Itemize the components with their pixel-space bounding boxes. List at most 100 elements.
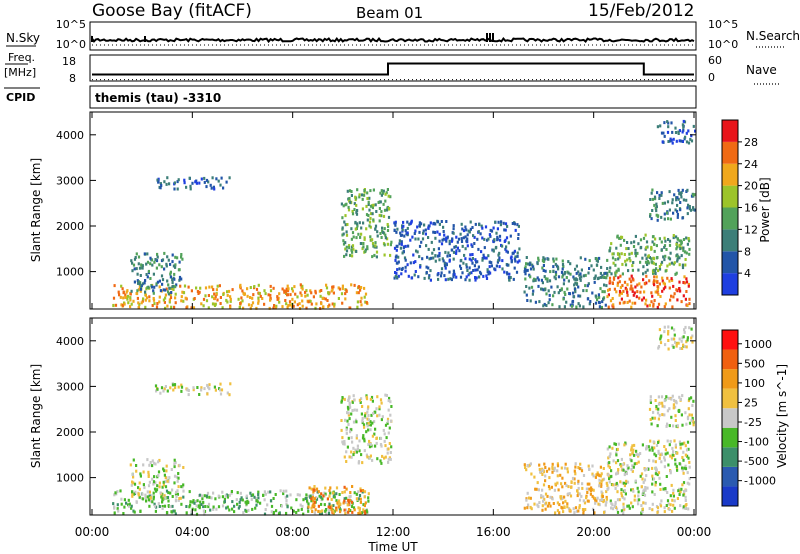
data-cell: [340, 202, 343, 206]
data-cell: [228, 289, 231, 293]
data-cell: [556, 462, 559, 466]
data-cell: [470, 243, 473, 247]
data-cell: [636, 498, 639, 502]
data-cell: [328, 489, 331, 493]
data-cell: [361, 436, 365, 440]
data-cell: [360, 412, 363, 416]
data-cell: [307, 300, 310, 304]
data-cell: [326, 497, 329, 501]
data-cell: [328, 508, 331, 512]
data-cell: [630, 241, 633, 245]
data-cell: [627, 466, 630, 470]
data-cell: [542, 304, 545, 308]
data-cell: [659, 504, 663, 508]
data-cell: [535, 487, 538, 491]
data-cell: [563, 278, 566, 282]
data-cell: [692, 419, 695, 423]
data-cell: [652, 440, 655, 444]
data-cell: [508, 278, 511, 282]
data-cell: [451, 237, 454, 241]
data-cell: [171, 285, 174, 289]
data-cell: [360, 226, 363, 230]
data-cell: [295, 498, 298, 502]
data-cell: [663, 134, 666, 138]
data-cell: [355, 210, 358, 214]
data-cell: [674, 405, 677, 409]
data-cell: [398, 242, 401, 246]
data-cell: [627, 504, 630, 508]
data-cell: [226, 290, 229, 294]
data-cell: [675, 342, 678, 346]
data-cell: [372, 412, 375, 415]
data-cell: [607, 305, 610, 309]
data-cell: [683, 441, 686, 445]
data-cell: [357, 506, 360, 510]
data-cell: [347, 510, 350, 514]
data-cell: [180, 295, 183, 299]
data-cell: [680, 254, 683, 258]
data-cell: [432, 230, 435, 234]
data-cell: [608, 455, 611, 458]
data-cell: [464, 257, 467, 261]
cpid-text: themis (tau) -3310: [95, 91, 221, 105]
data-cell: [358, 439, 361, 443]
data-cell: [367, 428, 370, 432]
data-cell: [542, 256, 545, 260]
data-cell: [214, 295, 217, 299]
data-cell: [363, 495, 366, 499]
data-cell: [263, 289, 266, 293]
data-cell: [636, 251, 639, 255]
data-cell: [324, 486, 327, 490]
data-cell: [398, 239, 401, 243]
data-cell: [174, 285, 177, 289]
data-cell: [154, 384, 158, 388]
data-cell: [681, 263, 684, 267]
data-cell: [606, 267, 609, 270]
freq-left-label-2: [MHz]: [4, 66, 36, 79]
data-cell: [156, 484, 159, 488]
data-cell: [469, 227, 472, 231]
freq-left-tick-bottom: 8: [69, 72, 76, 85]
data-cell: [510, 259, 513, 263]
data-cell: [657, 302, 661, 306]
data-cell: [441, 238, 444, 242]
data-cell: [340, 292, 344, 296]
data-cell: [243, 293, 246, 296]
data-cell: [213, 296, 216, 300]
colorbar-tick-label: -25: [744, 416, 762, 429]
data-cell: [361, 461, 364, 465]
data-cell: [682, 119, 685, 123]
data-cell: [692, 399, 695, 403]
data-cell: [169, 505, 172, 509]
data-cell: [290, 506, 293, 510]
data-cell: [228, 493, 231, 497]
data-cell: [374, 203, 377, 207]
data-cell: [140, 284, 143, 288]
data-cell: [504, 247, 507, 251]
data-cell: [532, 277, 536, 281]
data-cell: [174, 296, 177, 300]
data-cell: [360, 397, 363, 401]
data-cell: [683, 490, 686, 493]
data-cell: [675, 271, 678, 275]
y-tick-label: 2000: [56, 220, 84, 233]
data-cell: [163, 251, 166, 255]
data-cell: [228, 176, 231, 180]
data-cell: [528, 496, 531, 500]
data-cell: [682, 198, 685, 202]
data-cell: [345, 253, 348, 257]
data-cell: [684, 467, 688, 471]
data-cell: [662, 487, 665, 491]
data-cell: [683, 137, 686, 141]
data-cell: [373, 253, 376, 257]
data-cell: [226, 391, 229, 395]
data-cell: [661, 289, 664, 293]
data-cell: [289, 493, 292, 497]
data-cell: [230, 491, 233, 495]
data-cell: [167, 258, 170, 262]
data-cell: [494, 220, 497, 224]
data-cell: [588, 259, 591, 263]
data-cell: [664, 343, 667, 347]
colorbar-tick-label: 1000: [744, 338, 772, 351]
data-cell: [444, 250, 447, 254]
